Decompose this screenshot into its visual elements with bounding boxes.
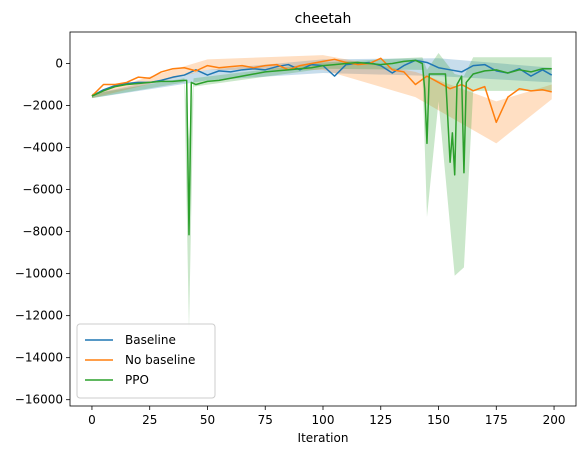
x-axis-label: Iteration [298,431,349,445]
y-axis-ticks: 0 −2000 −4000 −6000 −8000 −10000 −12000 −14000 −… [15,57,70,407]
x-tick-label: 100 [312,413,335,427]
y-tick-label: −2000 [22,99,63,113]
x-tick-label: 75 [258,413,273,427]
x-tick-label: 150 [427,413,450,427]
y-tick-label: −6000 [22,183,63,197]
band-ppo [91,53,552,331]
series-line-no-baseline [91,57,552,124]
x-tick-label: 200 [543,413,566,427]
x-tick-label: 50 [200,413,215,427]
x-tick-label: 125 [369,413,392,427]
chart-title: cheetah [295,11,352,27]
x-tick-label: 0 [88,413,96,427]
band-baseline [91,58,552,99]
y-tick-label: 0 [55,57,63,71]
legend-label-ppo: PPO [125,373,149,387]
y-tick-label: −16000 [15,393,63,407]
confidence-bands [91,53,552,331]
band-no-baseline [91,55,552,144]
y-tick-label: −12000 [15,309,63,323]
x-tick-label: 25 [142,413,157,427]
y-tick-label: −8000 [22,225,63,239]
y-tick-label: −14000 [15,351,63,365]
x-tick-label: 175 [485,413,508,427]
y-tick-label: −10000 [15,267,63,281]
y-tick-label: −4000 [22,141,63,155]
x-axis-ticks: 0 25 50 75 100 125 150 175 200 [88,406,566,427]
series-lines [91,57,553,236]
legend-label-baseline: Baseline [125,333,176,347]
legend: Baseline No baseline PPO [76,323,216,399]
series-line-ppo [91,59,552,236]
legend-label-no-baseline: No baseline [125,353,195,367]
